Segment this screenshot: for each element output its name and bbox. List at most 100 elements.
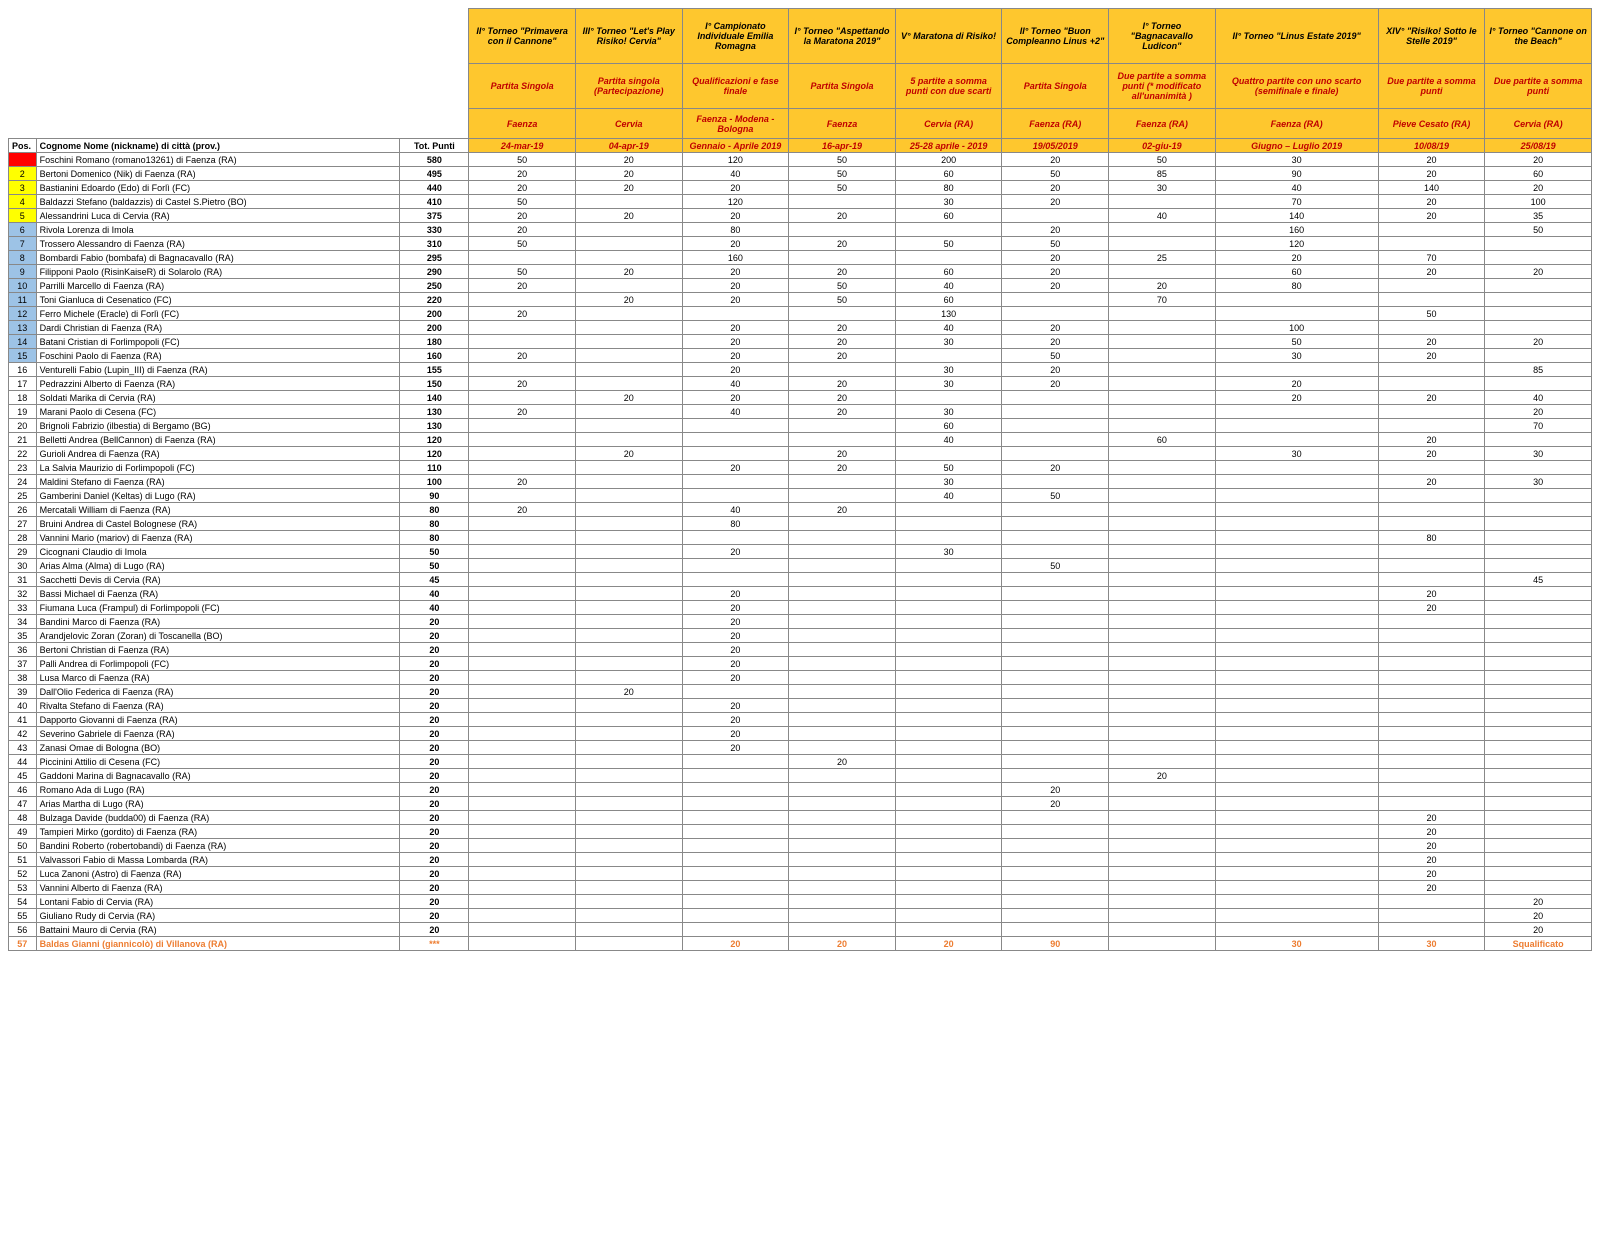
score-cell: 20	[682, 615, 789, 629]
name-cell: Bandini Marco di Faenza (RA)	[36, 615, 400, 629]
total-cell: 80	[400, 517, 469, 531]
score-cell: 50	[1109, 153, 1216, 167]
score-cell	[789, 909, 896, 923]
score-cell	[1215, 769, 1378, 783]
name-cell: Lusa Marco di Faenza (RA)	[36, 671, 400, 685]
score-cell	[1215, 615, 1378, 629]
score-cell	[469, 433, 576, 447]
score-cell: 40	[682, 167, 789, 181]
table-row: 12Ferro Michele (Eracle) di Forlì (FC)20…	[9, 307, 1592, 321]
name-cell: Giuliano Rudy di Cervia (RA)	[36, 909, 400, 923]
score-cell	[1215, 685, 1378, 699]
table-row: 29Cicognani Claudio di Imola502030	[9, 545, 1592, 559]
score-cell: 60	[895, 419, 1002, 433]
score-cell: 20	[1002, 279, 1109, 293]
score-cell	[1215, 545, 1378, 559]
table-row: 36Bertoni Christian di Faenza (RA)2020	[9, 643, 1592, 657]
pos-cell: 45	[9, 769, 37, 783]
table-row: 15Foschini Paolo di Faenza (RA)160202020…	[9, 349, 1592, 363]
pos-cell: 1	[9, 153, 37, 167]
total-cell: 580	[400, 153, 469, 167]
score-cell: 20	[895, 937, 1002, 951]
table-row: 18Soldati Marika di Cervia (RA)140202020…	[9, 391, 1592, 405]
score-cell	[1485, 461, 1592, 475]
score-cell	[789, 685, 896, 699]
score-cell	[789, 251, 896, 265]
score-cell: 60	[1485, 167, 1592, 181]
event-format: 5 partite a somma punti con due scarti	[895, 64, 1002, 109]
score-cell	[789, 545, 896, 559]
score-cell: 20	[682, 321, 789, 335]
name-cell: Bassi Michael di Faenza (RA)	[36, 587, 400, 601]
score-cell: 20	[682, 699, 789, 713]
score-cell	[469, 363, 576, 377]
score-cell	[1485, 727, 1592, 741]
pos-cell: 29	[9, 545, 37, 559]
score-cell	[895, 615, 1002, 629]
score-cell	[1378, 573, 1485, 587]
score-cell	[469, 489, 576, 503]
score-cell	[1109, 419, 1216, 433]
total-cell: 410	[400, 195, 469, 209]
score-cell: 60	[895, 167, 1002, 181]
pos-cell: 25	[9, 489, 37, 503]
score-cell	[575, 349, 682, 363]
score-cell	[1485, 279, 1592, 293]
pos-cell: 13	[9, 321, 37, 335]
event-date: 25/08/19	[1485, 139, 1592, 153]
table-row: 50Bandini Roberto (robertobandi) di Faen…	[9, 839, 1592, 853]
score-cell: 70	[1109, 293, 1216, 307]
score-cell	[469, 531, 576, 545]
total-cell: 200	[400, 321, 469, 335]
score-cell: 20	[1215, 377, 1378, 391]
score-cell: 50	[1002, 167, 1109, 181]
score-cell: 40	[1215, 181, 1378, 195]
score-cell	[1378, 895, 1485, 909]
score-cell: 50	[1215, 335, 1378, 349]
score-cell	[1378, 797, 1485, 811]
score-cell	[682, 867, 789, 881]
score-cell	[1002, 755, 1109, 769]
score-cell	[1378, 223, 1485, 237]
pos-cell: 10	[9, 279, 37, 293]
score-cell	[1378, 629, 1485, 643]
table-row: 2Bertoni Domenico (Nik) di Faenza (RA)49…	[9, 167, 1592, 181]
score-cell	[1109, 895, 1216, 909]
pos-cell: 33	[9, 601, 37, 615]
score-cell	[1002, 685, 1109, 699]
event-format: Due partite a somma punti	[1378, 64, 1485, 109]
pos-cell: 53	[9, 881, 37, 895]
score-cell	[575, 545, 682, 559]
total-cell: 495	[400, 167, 469, 181]
name-cell: Trossero Alessandro di Faenza (RA)	[36, 237, 400, 251]
score-cell: 20	[469, 349, 576, 363]
name-cell: Mercatali William di Faenza (RA)	[36, 503, 400, 517]
score-cell: 140	[1215, 209, 1378, 223]
pos-cell: 47	[9, 797, 37, 811]
score-cell	[575, 615, 682, 629]
score-cell: 20	[575, 685, 682, 699]
score-cell: 20	[1378, 867, 1485, 881]
total-cell: 20	[400, 909, 469, 923]
pos-cell: 50	[9, 839, 37, 853]
score-cell: 20	[682, 181, 789, 195]
score-cell: 20	[682, 741, 789, 755]
score-cell	[575, 923, 682, 937]
name-cell: Gaddoni Marina di Bagnacavallo (RA)	[36, 769, 400, 783]
score-cell	[1215, 503, 1378, 517]
name-cell: Foschini Paolo di Faenza (RA)	[36, 349, 400, 363]
score-cell	[469, 629, 576, 643]
score-cell: 40	[1485, 391, 1592, 405]
score-cell	[682, 419, 789, 433]
score-cell	[789, 741, 896, 755]
score-cell: 140	[1378, 181, 1485, 195]
score-cell	[1378, 685, 1485, 699]
score-cell	[789, 307, 896, 321]
score-cell	[789, 587, 896, 601]
score-cell: 50	[469, 237, 576, 251]
name-cell: Bastianini Edoardo (Edo) di Forlì (FC)	[36, 181, 400, 195]
total-cell: 440	[400, 181, 469, 195]
score-cell	[789, 419, 896, 433]
name-cell: Bandini Roberto (robertobandi) di Faenza…	[36, 839, 400, 853]
score-cell: 20	[789, 321, 896, 335]
